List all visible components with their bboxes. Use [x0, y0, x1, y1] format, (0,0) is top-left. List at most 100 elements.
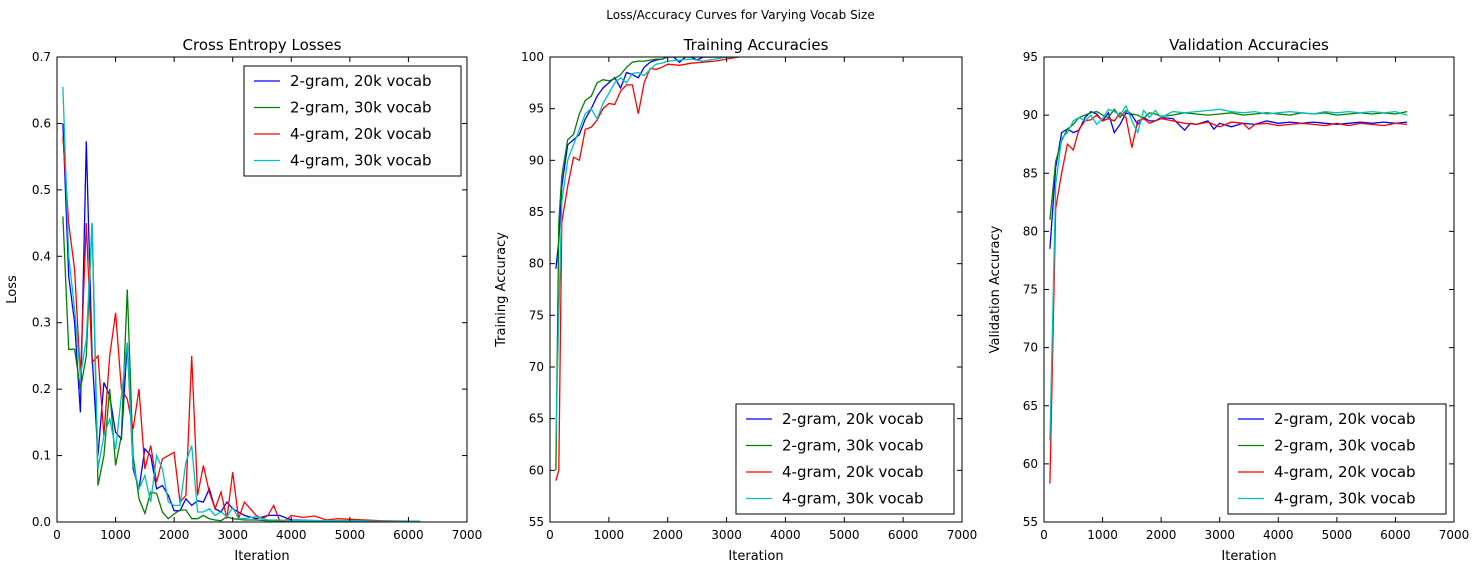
x-tick-label: 3000 [217, 528, 248, 542]
series-line-2-gram-20k-vocab [555, 57, 739, 269]
legend: 2-gram, 20k vocab 2-gram, 30k vocab 4-gram… [1227, 403, 1447, 515]
chart-title: Training Accuracies [683, 36, 829, 54]
y-tick-label: 0.2 [32, 382, 51, 396]
y-tick-label: 90 [1023, 108, 1038, 122]
y-tick-label: 85 [529, 205, 544, 219]
legend-label: 4-gram, 20k vocab [782, 463, 924, 481]
legend-label: 2-gram, 30k vocab [1274, 437, 1416, 455]
y-tick-label: 70 [1023, 341, 1038, 355]
x-tick-label: 5000 [335, 528, 366, 542]
series-line-4-gram-20k-vocab [62, 136, 421, 522]
x-tick-label: 4000 [276, 528, 307, 542]
x-axis-label: Iteration [728, 549, 783, 564]
series-line-2-gram-30k-vocab [555, 57, 739, 471]
x-tick-label: 7000 [1439, 528, 1470, 542]
x-tick-label: 2000 [159, 528, 190, 542]
y-tick-label: 60 [529, 463, 544, 477]
legend-label: 2-gram, 30k vocab [290, 99, 432, 117]
x-tick-label: 5000 [1322, 528, 1353, 542]
legend-label: 4-gram, 20k vocab [290, 125, 432, 143]
x-tick-label: 2000 [652, 528, 683, 542]
series-line-4-gram-20k-vocab [1049, 111, 1408, 484]
y-tick-label: 70 [529, 360, 544, 374]
x-tick-label: 6000 [1380, 528, 1411, 542]
legend-box [735, 403, 955, 515]
legend-box [243, 65, 462, 177]
series-group [62, 86, 421, 522]
x-tick-label: 1000 [1087, 528, 1118, 542]
y-tick-label: 0.7 [32, 50, 51, 64]
chart-panel-losses: 0 1000 2000 3000 4000 5000 6000 7000 0.0 0.1 0.2 0.… [5, 36, 482, 564]
y-tick-label: 90 [529, 153, 544, 167]
x-tick-label: 4000 [1263, 528, 1294, 542]
y-axis-label: Training Accuracy [494, 232, 509, 348]
y-tick-label: 75 [529, 308, 544, 322]
legend-label: 4-gram, 30k vocab [1274, 490, 1416, 508]
legend-label: 4-gram, 20k vocab [1274, 463, 1416, 481]
x-axis-label: Iteration [1221, 549, 1276, 564]
legend-label: 4-gram, 30k vocab [782, 490, 924, 508]
legend-label: 2-gram, 20k vocab [290, 72, 432, 90]
series-line-2-gram-20k-vocab [1049, 110, 1408, 249]
x-tick-label: 6000 [888, 528, 919, 542]
x-tick-label: 6000 [393, 528, 424, 542]
y-tick-label: 65 [529, 412, 544, 426]
series-line-2-gram-20k-vocab [62, 123, 421, 522]
x-tick-label: 4000 [770, 528, 801, 542]
x-tick-label: 0 [1040, 528, 1048, 542]
chart-panel-validation: 0 1000 2000 3000 4000 5000 6000 7000 55 60 65 70 75 8… [988, 36, 1469, 564]
y-tick-label: 100 [521, 50, 544, 64]
y-tick-label: 95 [1023, 50, 1038, 64]
series-line-2-gram-30k-vocab [1049, 108, 1408, 220]
y-tick-label: 80 [1023, 224, 1038, 238]
y-tick-label: 95 [529, 102, 544, 116]
y-tick-label: 85 [1023, 166, 1038, 180]
y-tick-label: 55 [529, 515, 544, 529]
series-line-4-gram-30k-vocab [555, 57, 739, 440]
legend-label: 4-gram, 30k vocab [290, 152, 432, 170]
y-tick-label: 75 [1023, 283, 1038, 297]
y-axis-label: Loss [5, 275, 20, 304]
chart-title: Validation Accuracies [1169, 36, 1329, 54]
legend: 2-gram, 20k vocab 2-gram, 30k vocab 4-gram… [243, 65, 462, 177]
x-axis-label: Iteration [234, 549, 289, 564]
y-tick-label: 0.6 [32, 116, 51, 130]
series-group [555, 57, 739, 481]
x-tick-label: 0 [546, 528, 554, 542]
x-tick-label: 0 [53, 528, 61, 542]
series-line-4-gram-30k-vocab [1049, 104, 1408, 441]
x-tick-label: 2000 [1146, 528, 1177, 542]
x-tick-label: 7000 [452, 528, 483, 542]
y-tick-label: 60 [1023, 457, 1038, 471]
y-tick-label: 0.3 [32, 316, 51, 330]
chart-title: Cross Entropy Losses [183, 36, 342, 54]
y-tick-label: 55 [1023, 515, 1038, 529]
legend-label: 2-gram, 20k vocab [782, 410, 924, 428]
axes-frame [56, 56, 468, 523]
axes-frame [549, 56, 963, 523]
x-tick-label: 3000 [711, 528, 742, 542]
x-tick-label: 7000 [947, 528, 978, 542]
y-tick-label: 0.1 [32, 449, 51, 463]
y-tick-label: 0.0 [32, 515, 51, 529]
x-tick-label: 5000 [829, 528, 860, 542]
y-axis-label: Validation Accuracy [988, 225, 1003, 353]
chart-panel-training: 0 1000 2000 3000 4000 5000 6000 7000 55 60 65 70 75 8… [494, 36, 977, 564]
x-tick-label: 3000 [1204, 528, 1235, 542]
x-tick-label: 1000 [100, 528, 131, 542]
y-tick-label: 80 [529, 257, 544, 271]
legend-label: 2-gram, 20k vocab [1274, 410, 1416, 428]
figure-title: Loss/Accuracy Curves for Varying Vocab S… [606, 8, 875, 22]
y-tick-label: 0.5 [32, 183, 51, 197]
legend-box [1227, 403, 1447, 515]
y-tick-label: 65 [1023, 399, 1038, 413]
series-group [1049, 104, 1408, 484]
x-tick-label: 1000 [594, 528, 625, 542]
series-line-4-gram-30k-vocab [62, 86, 421, 522]
y-tick-label: 0.4 [32, 249, 51, 263]
series-line-4-gram-20k-vocab [555, 57, 739, 481]
legend-label: 2-gram, 30k vocab [782, 437, 924, 455]
series-line-2-gram-30k-vocab [62, 216, 421, 522]
legend: 2-gram, 20k vocab 2-gram, 30k vocab 4-gram… [735, 403, 955, 515]
